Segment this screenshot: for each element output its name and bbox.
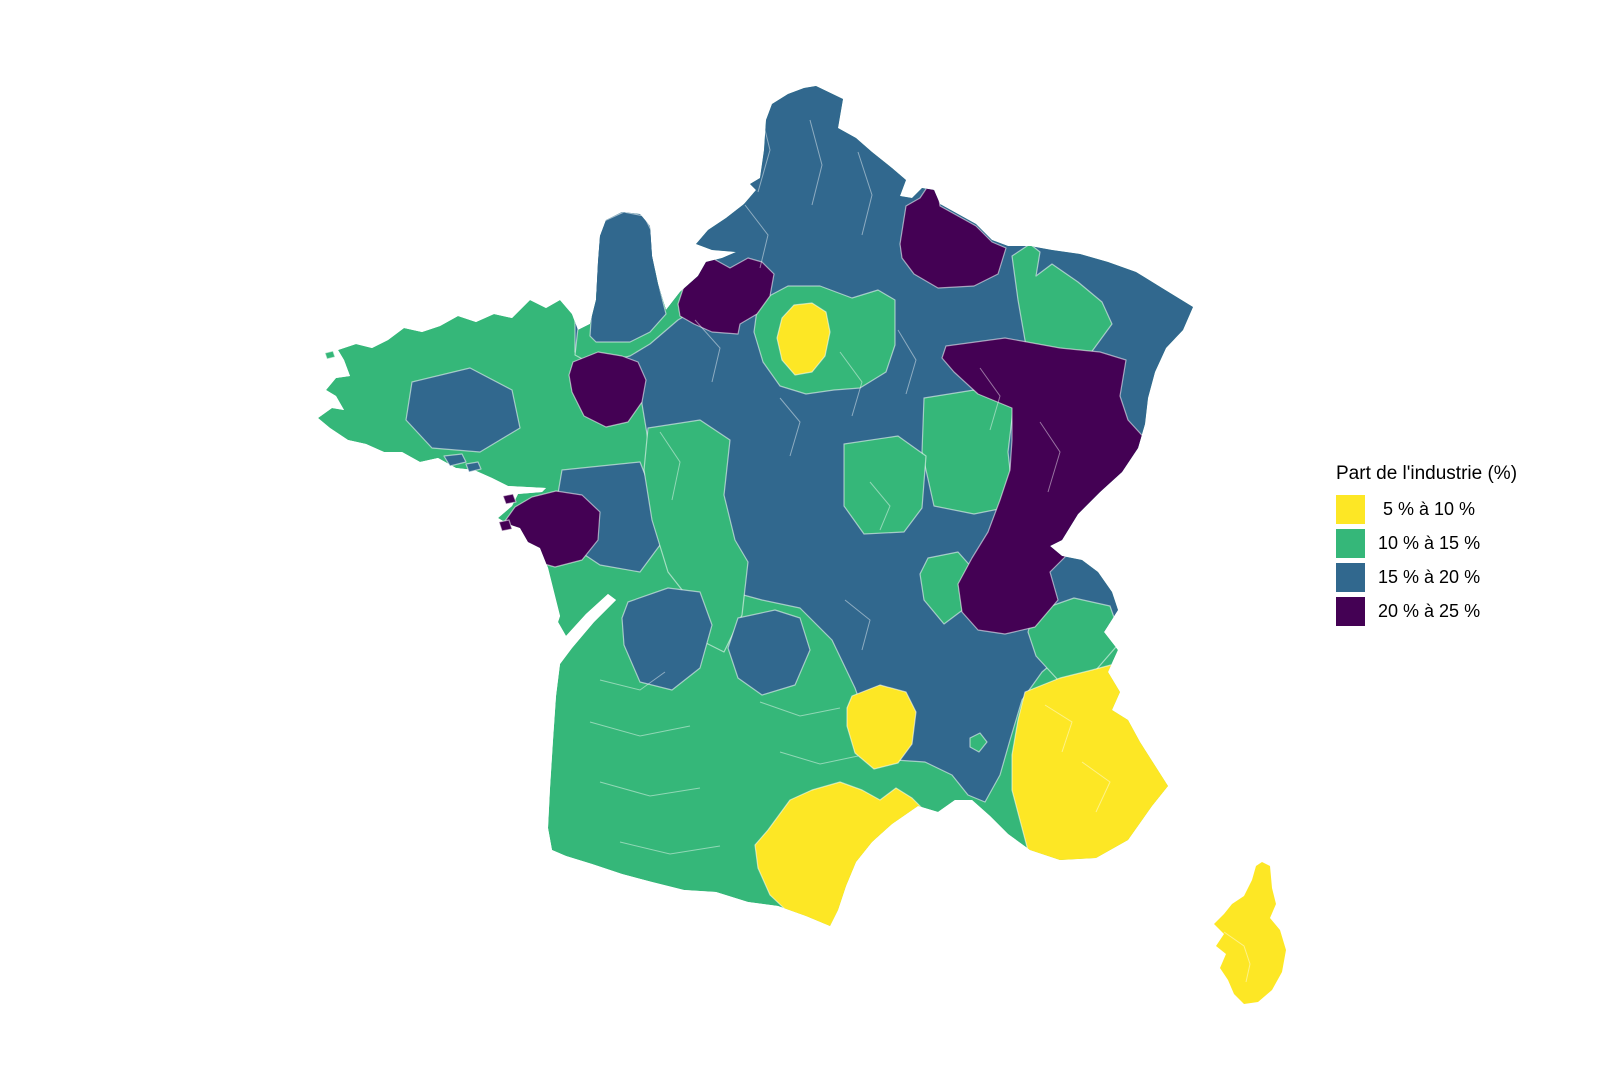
dept-border-line-4 <box>857 151 873 236</box>
region-charente-patch <box>621 587 713 691</box>
legend-label-3: 20 % à 25 % <box>1378 601 1481 621</box>
region-hloire-green-dot <box>969 732 988 753</box>
dept-border-line-17 <box>979 367 1001 431</box>
legend-swatch-3 <box>1336 597 1365 626</box>
region-morbihan-islet-1 <box>443 453 467 467</box>
region-aube-green <box>921 389 1015 515</box>
dept-border-line-8 <box>897 329 917 395</box>
legend-title: Part de l'industrie (%) <box>1336 463 1518 484</box>
region-idf-yellow <box>776 302 831 376</box>
region-paca-yellow <box>1011 661 1193 921</box>
legend-row-2: 15 % à 20 % <box>1336 563 1517 592</box>
dept-border-line-21 <box>844 599 871 651</box>
region-east-purple-mass <box>941 337 1151 635</box>
dept-border-line-18 <box>1039 421 1061 493</box>
dept-border-line-20 <box>599 671 666 691</box>
region-manche-patch <box>589 211 667 343</box>
legend-row-1: 10 % à 15 % <box>1336 529 1517 558</box>
dept-border-line-6 <box>779 397 801 457</box>
dept-border-line-7 <box>839 351 863 417</box>
region-breton-islet <box>324 350 336 360</box>
region-saone-green <box>919 551 975 625</box>
region-yonne-green <box>843 435 927 535</box>
dept-border-line-14 <box>779 751 859 765</box>
legend-row-3: 20 % à 25 % <box>1336 597 1517 626</box>
dept-border-line-0 <box>699 119 713 206</box>
legend-label-2: 15 % à 20 % <box>1378 567 1481 587</box>
legend-row-0: 5 % à 10 % <box>1336 495 1517 524</box>
dept-border-line-10 <box>589 721 691 737</box>
dept-border-line-12 <box>619 841 721 855</box>
mainland-regions <box>318 86 1193 926</box>
region-vendee-islet-1 <box>502 493 517 505</box>
corsica-border-line <box>1223 931 1251 983</box>
legend-rows: 5 % à 10 % 10 % à 15 % 15 % à 20 % 20 % à 2… <box>1336 495 1517 626</box>
dept-border-line-11 <box>599 781 701 797</box>
dept-border-line-19 <box>869 481 891 531</box>
region-ardennes-purple <box>899 185 1007 289</box>
legend-swatch-0 <box>1336 495 1365 524</box>
legend-label-1: 10 % à 15 % <box>1378 533 1481 553</box>
dept-border-line-16 <box>1081 761 1111 813</box>
region-vendee-islet-2 <box>498 519 513 532</box>
region-morbihan-patch <box>405 367 521 453</box>
legend-label-0: 5 % à 10 % <box>1378 499 1476 519</box>
dept-border-line-13 <box>759 701 841 717</box>
dept-border-line-3 <box>809 119 823 206</box>
legend-swatch-2 <box>1336 563 1365 592</box>
dept-border-line-5 <box>694 319 721 383</box>
region-morbihan-islet-2 <box>465 461 482 473</box>
region-hvienne-patch <box>727 609 811 696</box>
region-corsica <box>1214 862 1286 1004</box>
legend: Part de l'industrie (%) 5 % à 10 % 10 % à… <box>1336 462 1517 631</box>
island-regions <box>324 350 1286 1004</box>
dept-border-line-2 <box>744 204 769 269</box>
dept-border-line-9 <box>659 431 681 501</box>
legend-swatch-1 <box>1336 529 1365 558</box>
region-lozere-yellow <box>846 684 917 770</box>
dept-border-line-15 <box>1044 704 1073 753</box>
region-sarthe-purple <box>568 351 647 428</box>
